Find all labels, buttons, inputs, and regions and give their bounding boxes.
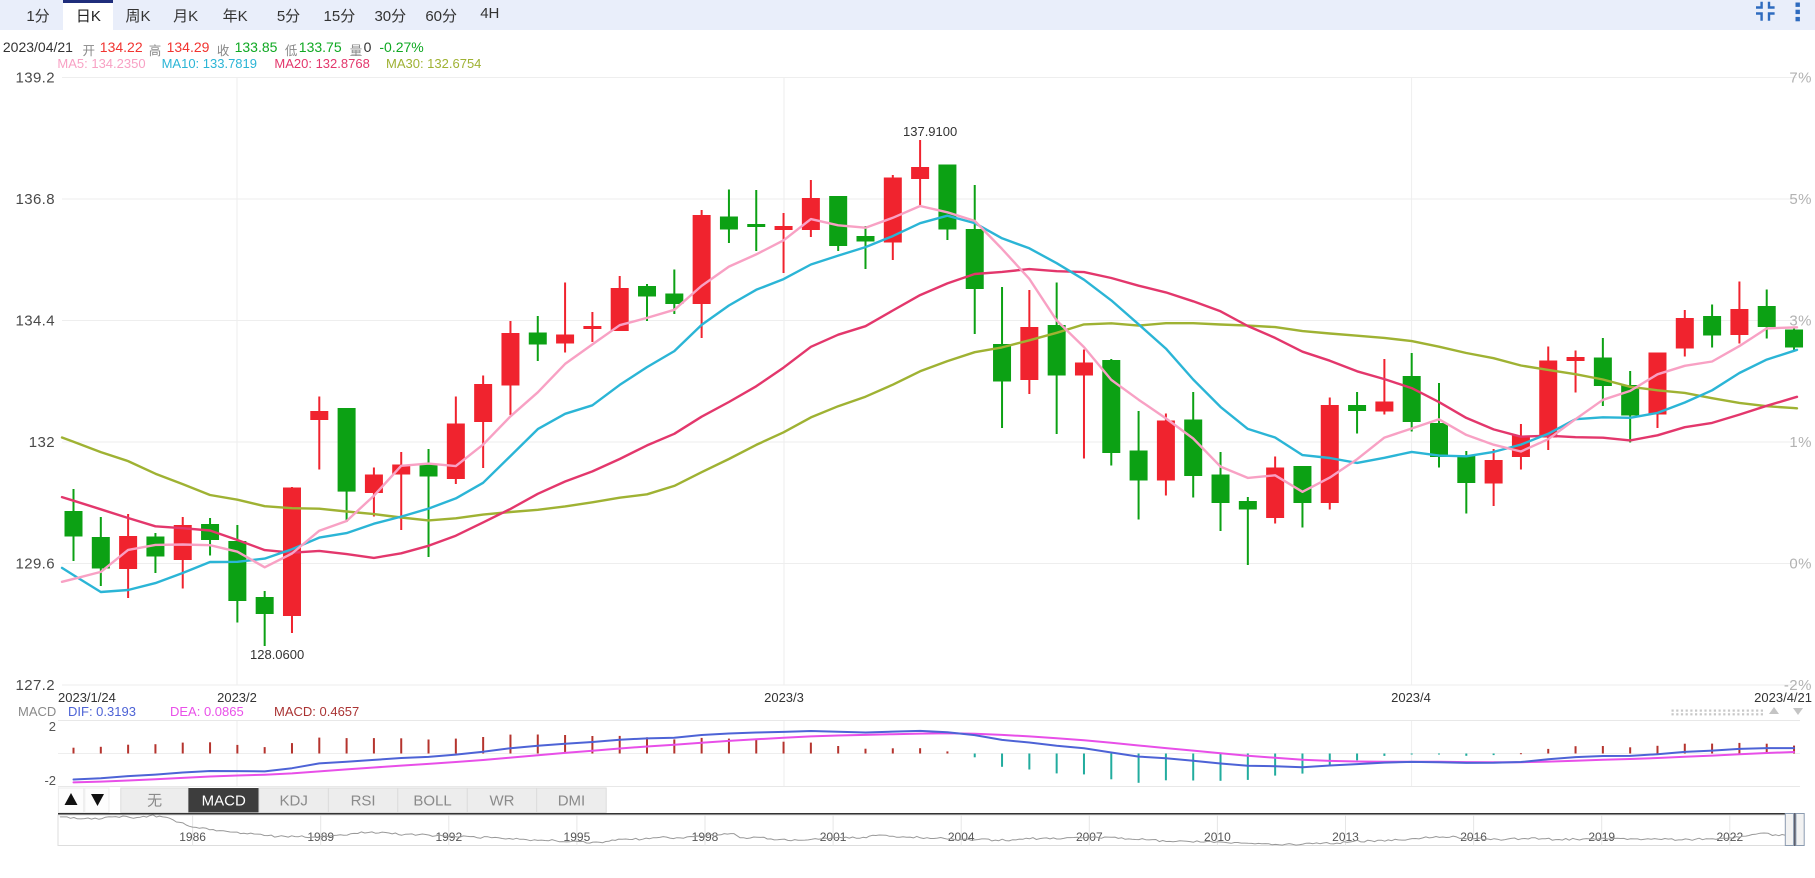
svg-text:KDJ: KDJ [280,793,308,810]
svg-text:5%: 5% [1789,191,1812,208]
svg-text:2023/1/24: 2023/1/24 [58,690,116,705]
svg-text:无: 无 [147,793,162,810]
svg-text:RSI: RSI [351,793,376,810]
svg-text:2013: 2013 [1332,830,1359,844]
svg-text:127.2: 127.2 [15,677,55,694]
svg-text:139.2: 139.2 [15,70,55,87]
svg-text:DMI: DMI [558,793,586,810]
svg-text:MACD: MACD [202,793,246,810]
svg-text:2023/2: 2023/2 [217,690,257,705]
svg-text:MACD: MACD [18,704,56,719]
svg-text:-2%: -2% [1784,677,1812,694]
svg-text:2019: 2019 [1588,830,1615,844]
svg-text:0%: 0% [1789,556,1812,573]
svg-text:7%: 7% [1789,70,1812,87]
svg-text:2022: 2022 [1716,830,1743,844]
svg-text:134.4: 134.4 [15,313,55,330]
svg-text:BOLL: BOLL [413,793,451,810]
svg-text:128.0600: 128.0600 [250,647,304,662]
svg-text:137.9100: 137.9100 [903,124,957,139]
svg-text:2016: 2016 [1460,830,1487,844]
svg-text:2023/4/21: 2023/4/21 [1754,690,1812,705]
svg-text:WR: WR [490,793,515,810]
svg-text:DIF: 0.3193: DIF: 0.3193 [68,704,136,719]
svg-text:1986: 1986 [179,830,206,844]
svg-text:2023/3: 2023/3 [764,690,804,705]
svg-text:2: 2 [49,719,56,734]
svg-text:2004: 2004 [948,830,975,844]
svg-text:2010: 2010 [1204,830,1231,844]
svg-text:MACD: 0.4657: MACD: 0.4657 [274,704,359,719]
svg-text:3%: 3% [1789,313,1812,330]
svg-text:136.8: 136.8 [15,191,55,208]
svg-text:1%: 1% [1789,434,1812,451]
svg-text:129.6: 129.6 [15,556,55,573]
svg-text:132: 132 [29,434,55,451]
svg-text:2001: 2001 [820,830,847,844]
svg-text:1995: 1995 [564,830,591,844]
svg-text:DEA: 0.0865: DEA: 0.0865 [170,704,244,719]
svg-text:-2: -2 [44,773,56,788]
svg-text:1998: 1998 [692,830,719,844]
svg-text:2023/4: 2023/4 [1391,690,1431,705]
